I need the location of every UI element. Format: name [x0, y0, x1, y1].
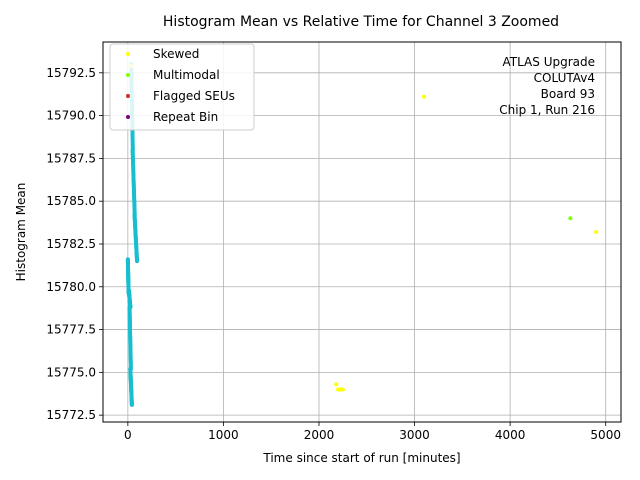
y-tick-label: 15787.5 [46, 151, 96, 165]
y-tick-label: 15772.5 [46, 408, 96, 422]
skewed-point [422, 94, 427, 99]
legend-label: Multimodal [153, 68, 220, 82]
annotation-line: Chip 1, Run 216 [499, 103, 595, 117]
legend-label: Skewed [153, 47, 199, 61]
skewed-point [594, 230, 599, 234]
y-tick-label: 15792.5 [46, 66, 96, 80]
x-axis-label: Time since start of run [minutes] [262, 451, 460, 465]
x-tick-label: 0 [124, 428, 132, 442]
legend-label: Repeat Bin [153, 110, 218, 124]
y-tick-label: 15785.0 [46, 194, 96, 208]
y-tick-label: 15775.0 [46, 365, 96, 379]
skewed-point [340, 387, 345, 392]
y-tick-label: 15790.0 [46, 109, 96, 123]
annotation-line: COLUTAv4 [534, 71, 595, 85]
x-tick-label: 4000 [495, 428, 526, 442]
legend-label: Flagged SEUs [153, 89, 235, 103]
run-annotation: ATLAS Upgrade COLUTAv4 Board 93 Chip 1, Run… [499, 55, 595, 117]
annotation-line: Board 93 [541, 87, 595, 101]
y-tick-label: 15777.5 [46, 323, 96, 337]
skewed-point [336, 387, 341, 392]
plot-frame [102, 41, 622, 423]
skewed-point [334, 382, 339, 387]
grid [103, 42, 621, 422]
x-tick-label: 5000 [590, 428, 621, 442]
axis-ticks: 0 1000 2000 3000 4000 5000 15772.5 15775.0 15777… [46, 66, 621, 442]
chart-title: Histogram Mean vs Relative Time for Chan… [163, 14, 559, 30]
legend: Skewed Multimodal Flagged SEUs Repeat Bin [109, 43, 255, 131]
y-tick-label: 15782.5 [46, 237, 96, 251]
annotation-line: ATLAS Upgrade [502, 55, 595, 69]
multimodal-point [568, 216, 573, 221]
legend-marker [126, 52, 130, 56]
legend-marker [126, 115, 130, 119]
legend-box [109, 43, 255, 131]
y-axis-label: Histogram Mean [14, 183, 28, 282]
y-tick-label: 15780.0 [46, 280, 96, 294]
x-tick-label: 1000 [208, 428, 239, 442]
data-point [135, 259, 140, 264]
x-tick-label: 3000 [399, 428, 430, 442]
data-point [129, 402, 134, 407]
legend-marker [126, 73, 130, 77]
x-tick-label: 2000 [304, 428, 335, 442]
legend-marker [126, 94, 130, 98]
